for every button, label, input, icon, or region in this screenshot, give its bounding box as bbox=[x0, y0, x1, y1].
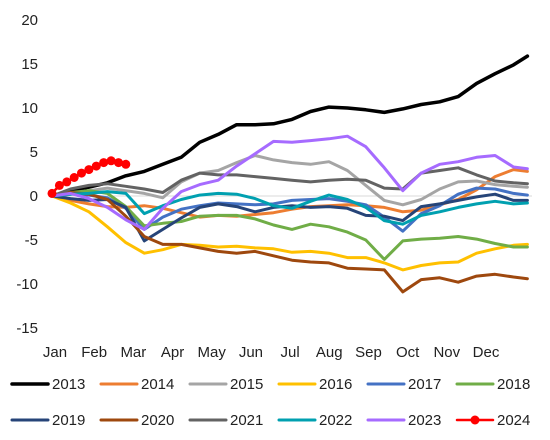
series-marker-2024 bbox=[91, 161, 101, 171]
legend: 2013 2014 2015 2016 2017 2018 2019 2020 2021 2022… bbox=[10, 376, 530, 429]
series-marker-2024 bbox=[121, 159, 131, 169]
legend-label-2013: 2013 bbox=[52, 376, 85, 393]
series-line-2016 bbox=[50, 194, 529, 272]
legend-label-2020: 2020 bbox=[141, 412, 174, 429]
series-marker-2024 bbox=[114, 158, 123, 168]
x-tick-label: Jan bbox=[43, 344, 67, 361]
legend-label-2024: 2024 bbox=[497, 412, 530, 429]
x-tick-label: Oct bbox=[396, 344, 420, 361]
x-tick-label: Apr bbox=[161, 344, 184, 361]
series-line-2017 bbox=[50, 186, 529, 233]
y-tick-label: 0 bbox=[30, 188, 38, 205]
legend-label-2016: 2016 bbox=[319, 376, 352, 393]
series-line-2019 bbox=[50, 192, 529, 243]
series-marker-2024 bbox=[69, 173, 79, 182]
x-tick-label: Sep bbox=[355, 344, 382, 361]
series-marker-2024 bbox=[77, 168, 86, 178]
legend-label-2015: 2015 bbox=[230, 376, 263, 393]
y-tick-label: 15 bbox=[21, 56, 38, 73]
legend-label-2022: 2022 bbox=[319, 412, 352, 429]
series-line-2015 bbox=[50, 154, 529, 207]
series-marker-2024 bbox=[99, 158, 109, 168]
x-tick-label: Feb bbox=[81, 344, 107, 361]
series-marker-2024 bbox=[106, 156, 116, 166]
y-tick-label: 10 bbox=[21, 100, 38, 117]
series-line-2023 bbox=[50, 134, 529, 231]
x-tick-label: Nov bbox=[433, 344, 460, 361]
legend-label-2014: 2014 bbox=[141, 376, 174, 393]
x-tick-label: May bbox=[198, 344, 227, 361]
x-tick-label: Mar bbox=[120, 344, 146, 361]
legend-label-2018: 2018 bbox=[497, 376, 530, 393]
series-marker-2024 bbox=[47, 188, 57, 198]
y-axis-tick-labels: -15 -10 -5 0 5 10 15 20 bbox=[16, 12, 38, 337]
x-tick-label: Aug bbox=[316, 344, 343, 361]
series-line-2018 bbox=[50, 189, 529, 261]
series-marker-2024 bbox=[84, 165, 94, 175]
legend-label-2019: 2019 bbox=[52, 412, 85, 429]
x-tick-label: Jul bbox=[280, 344, 299, 361]
series-marker-2024 bbox=[54, 180, 64, 190]
y-tick-label: -10 bbox=[16, 276, 38, 293]
series-marker-2024 bbox=[62, 177, 72, 187]
legend-label-2017: 2017 bbox=[408, 376, 441, 393]
series-lines bbox=[47, 54, 530, 294]
series-line-2022 bbox=[50, 190, 529, 226]
y-tick-label: 20 bbox=[21, 12, 38, 29]
y-tick-label: 5 bbox=[30, 144, 38, 161]
y-tick-label: -5 bbox=[25, 232, 38, 249]
x-tick-label: Dec bbox=[473, 344, 500, 361]
x-tick-label: Jun bbox=[239, 344, 263, 361]
y-tick-label: -15 bbox=[16, 320, 38, 337]
legend-marker-2024 bbox=[470, 415, 480, 425]
x-axis-tick-labels: Jan Feb Mar Apr May Jun Jul Aug Sep Oct Nov Dec bbox=[43, 344, 500, 361]
legend-label-2021: 2021 bbox=[230, 412, 263, 429]
legend-label-2023: 2023 bbox=[408, 412, 441, 429]
series-line-2021 bbox=[50, 166, 529, 198]
series-line-2013 bbox=[50, 54, 530, 198]
